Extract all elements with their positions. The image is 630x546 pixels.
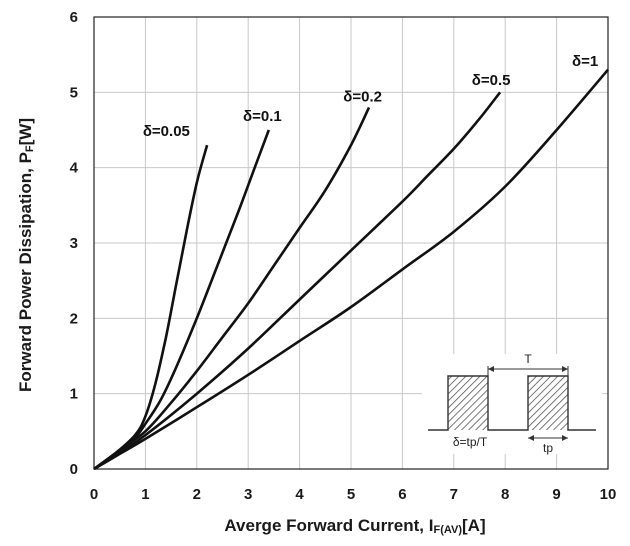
- series-label-4: δ=1: [572, 53, 598, 70]
- series-line-0: [93, 144, 209, 471]
- x-tick-label: 3: [244, 486, 252, 503]
- series-label-3: δ=0.5: [472, 72, 511, 89]
- x-tick-label: 4: [295, 486, 304, 503]
- series-line-4: [93, 68, 609, 471]
- y-tick-label: 0: [70, 461, 78, 478]
- y-tick-label: 6: [70, 9, 78, 26]
- y-tick-label: 3: [70, 235, 78, 252]
- series-line-3: [93, 91, 502, 471]
- series-curves: [93, 68, 609, 471]
- x-tick-label: 5: [347, 486, 355, 503]
- y-tick-label: 4: [70, 160, 79, 177]
- x-tick-label: 6: [398, 486, 406, 503]
- y-axis-title: Forward Power Dissipation, PF[W]: [16, 118, 36, 392]
- pulse-2: [528, 376, 568, 430]
- waveform-line: [428, 375, 596, 431]
- series-labels: δ=0.05 δ=0.1 δ=0.2 δ=0.5 δ=1: [143, 53, 598, 140]
- pulse-waveform-inset: T tp δ=tp/T: [422, 352, 602, 455]
- period-label: T: [524, 352, 532, 366]
- x-tick-label: 1: [141, 486, 149, 503]
- pulse-width-label: tp: [543, 441, 553, 455]
- x-tick-label: 10: [600, 486, 617, 503]
- y-tick-label: 2: [70, 310, 78, 327]
- x-axis-title: Averge Forward Current, IF(AV)[A]: [224, 516, 485, 536]
- series-label-1: δ=0.1: [243, 108, 282, 125]
- x-tick-label: 2: [193, 486, 201, 503]
- series-label-0: δ=0.05: [143, 123, 190, 140]
- tick-labels: 0 1 2 3 4 5 6 7 8 9 10 0 1 2 3 4 5 6: [70, 9, 617, 503]
- x-tick-label: 7: [450, 486, 458, 503]
- x-tick-label: 9: [552, 486, 560, 503]
- pulse-1: [448, 376, 488, 430]
- series-label-2: δ=0.2: [343, 88, 382, 105]
- x-tick-label: 0: [90, 486, 98, 503]
- duty-cycle-label: δ=tp/T: [453, 435, 488, 449]
- y-tick-label: 1: [70, 386, 78, 403]
- plot-frame: [93, 16, 609, 470]
- x-tick-label: 8: [501, 486, 509, 503]
- y-tick-label: 5: [70, 84, 78, 101]
- series-line-2: [93, 106, 371, 471]
